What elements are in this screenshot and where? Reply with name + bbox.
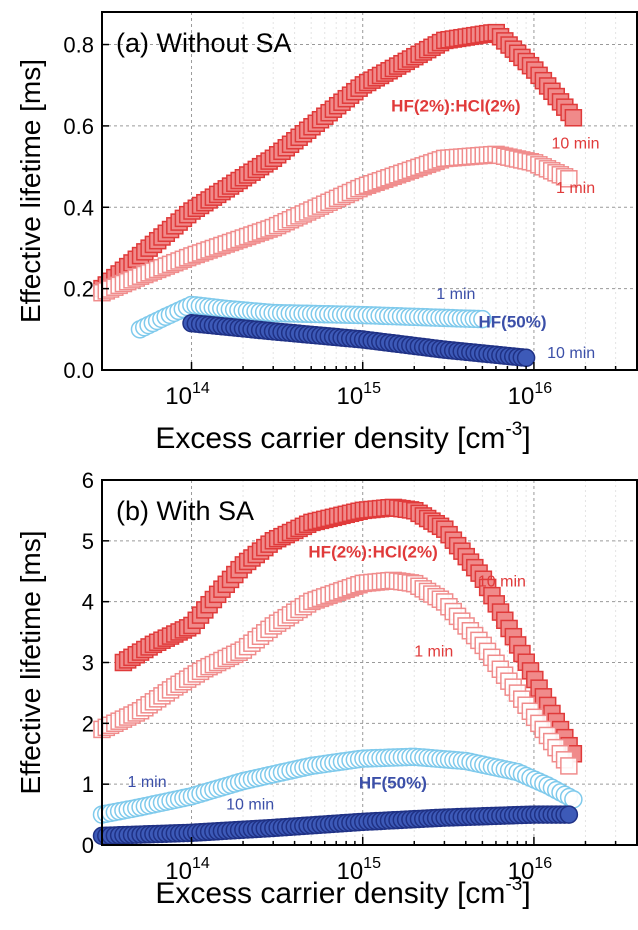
x-axis-label-text: Excess carrier density [cm	[155, 422, 505, 455]
y-tick-label: 6	[82, 468, 94, 493]
x-axis-label-exponent: -3	[505, 874, 522, 895]
annotation-label: HF(2%):HCl(2%)	[308, 542, 437, 561]
x-tick-exponent: 16	[534, 855, 552, 872]
data-point	[560, 170, 578, 188]
annotation-label: 1 min	[414, 643, 453, 660]
x-tick-exponent: 15	[363, 380, 381, 397]
y-tick-label: 0.0	[63, 358, 94, 383]
data-point	[473, 309, 492, 329]
y-tick-label: 3	[82, 651, 94, 676]
y-tick-label: 0.2	[63, 277, 94, 302]
annotation-label: 10 min	[547, 345, 595, 362]
series	[114, 498, 583, 763]
series	[93, 145, 578, 302]
data-point	[516, 348, 536, 368]
annotation-label: HF(2%):HCl(2%)	[391, 97, 520, 116]
y-tick-label: 1	[82, 772, 94, 797]
x-tick-base: 10	[165, 858, 192, 885]
annotation-label: 1 min	[556, 180, 595, 197]
series	[130, 295, 492, 339]
annotation-label: 10 min	[226, 797, 274, 814]
annotation-label: HF(50%)	[359, 773, 427, 792]
x-axis-label-exponent: -3	[505, 419, 522, 440]
y-tick-label: 0.6	[63, 114, 94, 139]
series	[93, 571, 578, 775]
x-tick-label: 1014	[165, 380, 210, 410]
series	[182, 313, 536, 368]
x-axis-label: Excess carrier density [cm-3]	[155, 874, 530, 910]
x-axis-label-text: Excess carrier density [cm	[155, 877, 505, 910]
y-tick-label: 5	[82, 529, 94, 554]
x-axis-label-close: ]	[522, 877, 530, 910]
x-tick-exponent: 14	[192, 380, 210, 397]
data-point	[559, 805, 579, 824]
x-tick-base: 10	[508, 383, 535, 410]
x-tick-base: 10	[336, 383, 363, 410]
y-tick-label: 0.8	[63, 33, 94, 58]
series	[93, 23, 583, 298]
annotation-label: 10 min	[478, 573, 526, 590]
x-tick-exponent: 16	[534, 380, 552, 397]
y-axis-label: Effective lifetime [ms]	[15, 59, 46, 323]
data-point	[564, 790, 583, 809]
series	[92, 805, 579, 846]
x-tick-label: 1016	[508, 380, 553, 410]
panel-label: (b) With SA	[116, 496, 254, 526]
y-tick-label: 0	[82, 833, 94, 858]
annotation-label: HF(50%)	[479, 312, 547, 331]
annotation-label: 1 min	[128, 774, 167, 791]
x-axis-label-close: ]	[522, 422, 530, 455]
x-tick-label: 1016	[508, 855, 553, 885]
x-tick-exponent: 14	[192, 855, 210, 872]
x-tick-label: 1014	[165, 855, 210, 885]
series	[92, 747, 583, 824]
y-tick-label: 4	[82, 590, 94, 615]
annotation-label: 1 min	[436, 286, 475, 303]
plot-frame	[101, 11, 638, 371]
y-axis-label: Effective lifetime [ms]	[15, 530, 46, 794]
x-tick-base: 10	[165, 383, 192, 410]
x-tick-base: 10	[336, 858, 363, 885]
x-tick-label: 1015	[336, 380, 381, 410]
data-point	[564, 109, 583, 127]
x-tick-exponent: 15	[363, 855, 381, 872]
annotation-label: 10 min	[552, 135, 600, 152]
y-tick-label: 0.4	[63, 195, 94, 220]
x-tick-label: 1015	[336, 855, 381, 885]
data-point	[560, 757, 578, 775]
panel-label: (a) Without SA	[116, 28, 292, 58]
y-tick-label: 2	[82, 711, 94, 736]
x-axis-label: Excess carrier density [cm-3]	[155, 419, 530, 455]
x-tick-base: 10	[508, 858, 535, 885]
